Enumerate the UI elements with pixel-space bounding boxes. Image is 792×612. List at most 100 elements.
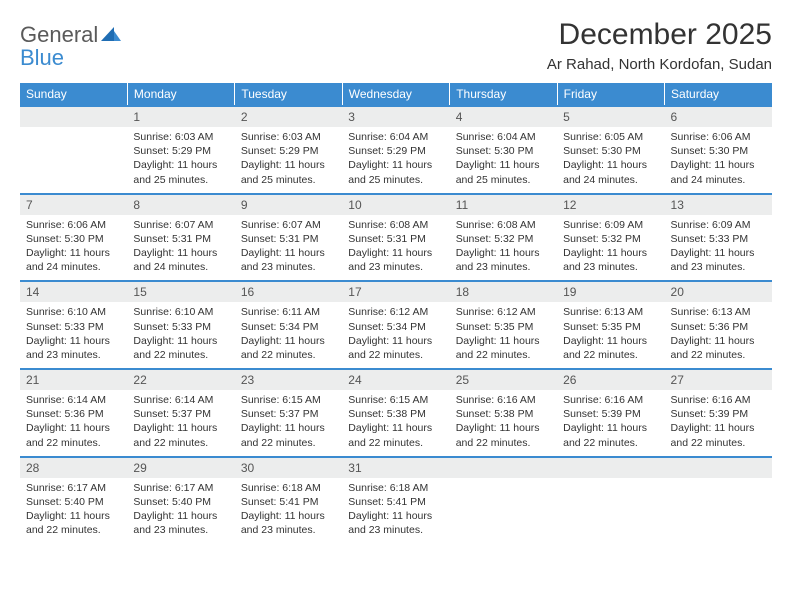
day-data-cell: Sunrise: 6:15 AMSunset: 5:38 PMDaylight:… xyxy=(342,390,449,457)
day-number-cell: 26 xyxy=(557,369,664,390)
day-number-cell: 3 xyxy=(342,106,449,127)
day-data-cell: Sunrise: 6:14 AMSunset: 5:36 PMDaylight:… xyxy=(20,390,127,457)
day-number-cell: 4 xyxy=(450,106,557,127)
daylight-text: Daylight: 11 hours and 23 minutes. xyxy=(348,246,443,274)
sunrise-text: Sunrise: 6:04 AM xyxy=(348,130,443,144)
day-data-row: Sunrise: 6:03 AMSunset: 5:29 PMDaylight:… xyxy=(20,127,772,194)
daylight-text: Daylight: 11 hours and 24 minutes. xyxy=(563,158,658,186)
sunset-text: Sunset: 5:29 PM xyxy=(241,144,336,158)
sunrise-text: Sunrise: 6:12 AM xyxy=(348,305,443,319)
sunset-text: Sunset: 5:33 PM xyxy=(671,232,766,246)
sunrise-text: Sunrise: 6:09 AM xyxy=(563,218,658,232)
day-number-cell: 7 xyxy=(20,194,127,215)
sunset-text: Sunset: 5:38 PM xyxy=(348,407,443,421)
weekday-header-row: Sunday Monday Tuesday Wednesday Thursday… xyxy=(20,83,772,106)
daylight-text: Daylight: 11 hours and 23 minutes. xyxy=(133,509,228,537)
daylight-text: Daylight: 11 hours and 23 minutes. xyxy=(456,246,551,274)
daylight-text: Daylight: 11 hours and 25 minutes. xyxy=(133,158,228,186)
day-number-cell: 30 xyxy=(235,457,342,478)
day-data-cell: Sunrise: 6:07 AMSunset: 5:31 PMDaylight:… xyxy=(235,215,342,282)
day-data-cell: Sunrise: 6:03 AMSunset: 5:29 PMDaylight:… xyxy=(127,127,234,194)
weekday-header: Wednesday xyxy=(342,83,449,106)
daylight-text: Daylight: 11 hours and 23 minutes. xyxy=(26,334,121,362)
sunrise-text: Sunrise: 6:18 AM xyxy=(241,481,336,495)
day-data-cell: Sunrise: 6:03 AMSunset: 5:29 PMDaylight:… xyxy=(235,127,342,194)
day-number-row: 123456 xyxy=(20,106,772,127)
daylight-text: Daylight: 11 hours and 22 minutes. xyxy=(671,334,766,362)
day-number-cell: 11 xyxy=(450,194,557,215)
day-data-row: Sunrise: 6:17 AMSunset: 5:40 PMDaylight:… xyxy=(20,478,772,544)
daylight-text: Daylight: 11 hours and 24 minutes. xyxy=(671,158,766,186)
sunset-text: Sunset: 5:31 PM xyxy=(348,232,443,246)
day-number-cell: 6 xyxy=(665,106,772,127)
day-number-cell: 5 xyxy=(557,106,664,127)
day-data-cell: Sunrise: 6:04 AMSunset: 5:30 PMDaylight:… xyxy=(450,127,557,194)
day-number-cell xyxy=(20,106,127,127)
day-data-cell: Sunrise: 6:13 AMSunset: 5:35 PMDaylight:… xyxy=(557,302,664,369)
day-data-cell: Sunrise: 6:09 AMSunset: 5:33 PMDaylight:… xyxy=(665,215,772,282)
day-number-cell: 9 xyxy=(235,194,342,215)
sunrise-text: Sunrise: 6:16 AM xyxy=(456,393,551,407)
logo-word1: General xyxy=(20,22,98,47)
sunset-text: Sunset: 5:30 PM xyxy=(671,144,766,158)
day-data-cell: Sunrise: 6:13 AMSunset: 5:36 PMDaylight:… xyxy=(665,302,772,369)
sunrise-text: Sunrise: 6:13 AM xyxy=(563,305,658,319)
daylight-text: Daylight: 11 hours and 22 minutes. xyxy=(26,421,121,449)
day-data-cell: Sunrise: 6:12 AMSunset: 5:34 PMDaylight:… xyxy=(342,302,449,369)
daylight-text: Daylight: 11 hours and 22 minutes. xyxy=(26,509,121,537)
sunset-text: Sunset: 5:41 PM xyxy=(241,495,336,509)
month-title: December 2025 xyxy=(547,18,772,52)
sunset-text: Sunset: 5:35 PM xyxy=(563,320,658,334)
title-block: December 2025 Ar Rahad, North Kordofan, … xyxy=(547,18,772,73)
logo-sail-icon xyxy=(100,26,122,47)
header: General Blue December 2025 Ar Rahad, Nor… xyxy=(20,18,772,73)
day-number-cell: 2 xyxy=(235,106,342,127)
sunrise-text: Sunrise: 6:14 AM xyxy=(26,393,121,407)
daylight-text: Daylight: 11 hours and 22 minutes. xyxy=(563,334,658,362)
sunrise-text: Sunrise: 6:08 AM xyxy=(348,218,443,232)
day-data-cell: Sunrise: 6:17 AMSunset: 5:40 PMDaylight:… xyxy=(127,478,234,544)
day-number-cell: 31 xyxy=(342,457,449,478)
calendar-body: 123456Sunrise: 6:03 AMSunset: 5:29 PMDay… xyxy=(20,106,772,544)
day-number-cell: 22 xyxy=(127,369,234,390)
day-data-row: Sunrise: 6:10 AMSunset: 5:33 PMDaylight:… xyxy=(20,302,772,369)
daylight-text: Daylight: 11 hours and 25 minutes. xyxy=(348,158,443,186)
weekday-header: Saturday xyxy=(665,83,772,106)
daylight-text: Daylight: 11 hours and 22 minutes. xyxy=(348,334,443,362)
day-data-cell: Sunrise: 6:15 AMSunset: 5:37 PMDaylight:… xyxy=(235,390,342,457)
day-data-cell: Sunrise: 6:04 AMSunset: 5:29 PMDaylight:… xyxy=(342,127,449,194)
sunset-text: Sunset: 5:29 PM xyxy=(133,144,228,158)
sunrise-text: Sunrise: 6:14 AM xyxy=(133,393,228,407)
day-number-cell xyxy=(450,457,557,478)
day-data-row: Sunrise: 6:14 AMSunset: 5:36 PMDaylight:… xyxy=(20,390,772,457)
day-number-row: 78910111213 xyxy=(20,194,772,215)
sunrise-text: Sunrise: 6:16 AM xyxy=(671,393,766,407)
sunset-text: Sunset: 5:34 PM xyxy=(241,320,336,334)
daylight-text: Daylight: 11 hours and 22 minutes. xyxy=(456,421,551,449)
day-number-cell: 24 xyxy=(342,369,449,390)
sunset-text: Sunset: 5:33 PM xyxy=(133,320,228,334)
day-data-cell: Sunrise: 6:16 AMSunset: 5:39 PMDaylight:… xyxy=(557,390,664,457)
sunset-text: Sunset: 5:39 PM xyxy=(563,407,658,421)
weekday-header: Tuesday xyxy=(235,83,342,106)
day-data-cell: Sunrise: 6:12 AMSunset: 5:35 PMDaylight:… xyxy=(450,302,557,369)
day-number-cell: 1 xyxy=(127,106,234,127)
location: Ar Rahad, North Kordofan, Sudan xyxy=(547,56,772,73)
day-data-cell: Sunrise: 6:06 AMSunset: 5:30 PMDaylight:… xyxy=(665,127,772,194)
day-number-cell xyxy=(557,457,664,478)
sunrise-text: Sunrise: 6:03 AM xyxy=(133,130,228,144)
sunrise-text: Sunrise: 6:04 AM xyxy=(456,130,551,144)
day-number-cell: 13 xyxy=(665,194,772,215)
day-data-cell: Sunrise: 6:08 AMSunset: 5:32 PMDaylight:… xyxy=(450,215,557,282)
day-number-cell: 14 xyxy=(20,281,127,302)
day-data-cell: Sunrise: 6:18 AMSunset: 5:41 PMDaylight:… xyxy=(235,478,342,544)
day-data-cell: Sunrise: 6:08 AMSunset: 5:31 PMDaylight:… xyxy=(342,215,449,282)
sunset-text: Sunset: 5:39 PM xyxy=(671,407,766,421)
day-data-cell: Sunrise: 6:17 AMSunset: 5:40 PMDaylight:… xyxy=(20,478,127,544)
day-number-cell: 17 xyxy=(342,281,449,302)
sunrise-text: Sunrise: 6:13 AM xyxy=(671,305,766,319)
day-number-cell: 25 xyxy=(450,369,557,390)
day-data-cell: Sunrise: 6:10 AMSunset: 5:33 PMDaylight:… xyxy=(127,302,234,369)
logo: General Blue xyxy=(20,18,122,70)
sunrise-text: Sunrise: 6:12 AM xyxy=(456,305,551,319)
